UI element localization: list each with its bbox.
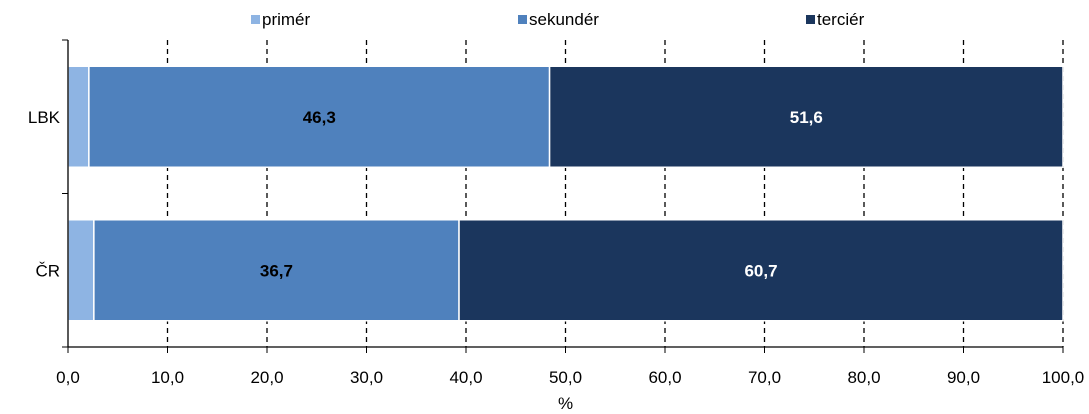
legend-label: sekundér <box>529 10 599 29</box>
data-label: 46,3 <box>303 108 336 127</box>
legend-swatch <box>806 15 815 24</box>
legend-label: primér <box>262 10 311 29</box>
legend-label: terciér <box>817 10 865 29</box>
data-label: 60,7 <box>744 261 777 280</box>
x-tick-label: 40,0 <box>449 368 482 387</box>
bar-segment <box>458 219 1064 322</box>
x-tick-label: 70,0 <box>748 368 781 387</box>
legend-swatch <box>518 15 527 24</box>
x-tick-label: 50,0 <box>549 368 582 387</box>
bars: 46,3 51,6 36,7 60,7 <box>67 65 1064 322</box>
x-tick-label: 10,0 <box>151 368 184 387</box>
data-label: 36,7 <box>260 261 293 280</box>
legend-item: primér <box>251 10 311 29</box>
bar-segment <box>67 65 90 168</box>
legend: primér sekundér terciér <box>251 10 865 29</box>
x-tick-label: 100,0 <box>1042 368 1085 387</box>
x-tick-label: 0,0 <box>56 368 80 387</box>
x-tick-label: 20,0 <box>250 368 283 387</box>
legend-item: sekundér <box>518 10 599 29</box>
category-label: ČR <box>35 261 60 280</box>
axes: 0,0 10,0 20,0 30,0 40,0 50,0 60,0 70,0 80,0 90,0 1… <box>28 39 1085 387</box>
legend-swatch <box>251 15 260 24</box>
category-label: LBK <box>28 108 61 127</box>
bar-segment <box>548 65 1064 168</box>
x-tick-label: 80,0 <box>847 368 880 387</box>
data-label: 51,6 <box>790 108 823 127</box>
bar-segment <box>67 219 95 322</box>
x-tick-label: 90,0 <box>947 368 980 387</box>
x-tick-label: 30,0 <box>350 368 383 387</box>
legend-item: terciér <box>806 10 865 29</box>
bar-segment <box>88 65 551 168</box>
x-axis-label: % <box>558 394 573 413</box>
bar-segment <box>93 219 460 322</box>
x-tick-label: 60,0 <box>648 368 681 387</box>
